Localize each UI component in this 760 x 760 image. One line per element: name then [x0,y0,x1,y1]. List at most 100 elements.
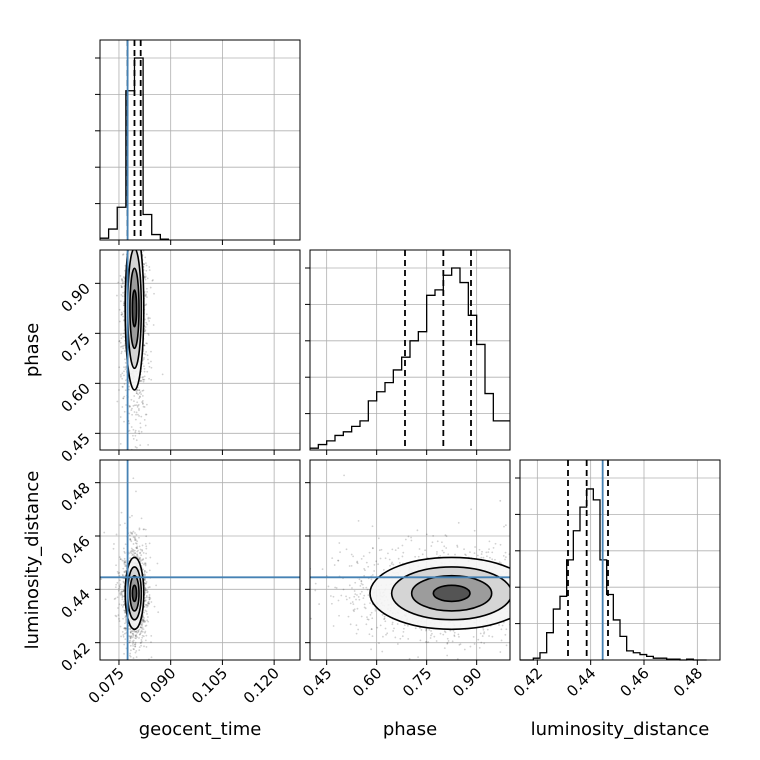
sample-point [131,640,134,643]
sample-point [120,350,123,353]
sample-point [136,547,139,550]
sample-point [453,631,456,634]
sample-point [378,549,381,552]
sample-point [134,630,137,633]
sample-point [365,623,368,626]
sample-point [121,372,124,375]
sample-point [540,591,542,593]
sample-point [138,217,140,219]
sample-point [270,632,272,634]
panel-frame [309,249,511,451]
sample-point [146,604,149,607]
sample-point [146,296,148,299]
sample-point [124,561,126,564]
sample-point [483,642,486,645]
sample-point [156,562,159,565]
sample-point [382,635,384,638]
sample-point [123,627,126,630]
sample-point [360,579,363,582]
sample-point [414,627,417,630]
sample-point [137,403,140,406]
sample-point [133,236,135,238]
sample-point [129,655,132,658]
x-tick-label: 0.105 [188,664,231,707]
sample-point [118,587,120,590]
sample-point [141,230,143,232]
sample-point [148,542,151,545]
sample-point [136,401,139,404]
sample-point [517,600,519,602]
sample-point [128,385,131,388]
sample-point [512,581,514,583]
sample-point [314,582,317,585]
x-tick-label: 0.60 [349,664,385,700]
sample-point [148,598,151,601]
sample-point [141,550,144,552]
sample-point [533,609,535,611]
sample-point [132,634,135,637]
sample-point [360,580,363,583]
contour-line [369,556,510,631]
sample-point [526,618,528,620]
sample-point [564,588,566,590]
hist-phase [305,249,511,455]
sample-point [550,590,552,592]
sample-point [124,560,127,562]
sample-point [539,606,541,608]
sample-point [348,584,351,587]
sample-point [129,539,132,541]
sample-point [143,563,145,566]
sample-point [136,388,138,391]
sample-point [425,641,428,644]
sample-point [118,620,121,622]
sample-point [504,524,507,527]
sample-point [352,555,355,558]
sample-point [379,557,382,560]
sample-point [139,444,142,447]
sample-point [367,594,370,597]
sample-point [510,665,512,667]
sample-point [138,397,141,400]
sample-point [142,551,145,554]
sample-point [573,612,575,614]
sample-point [392,630,395,632]
panel-frame [99,459,301,661]
sample-point [137,629,139,632]
sample-point [124,552,126,554]
sample-point [134,651,137,654]
sample-point [130,636,132,639]
sample-point [134,641,137,644]
sample-point [128,225,130,227]
sample-point [131,227,133,229]
sample-point [364,569,366,572]
sample-point [143,571,146,574]
sample-point [439,632,442,635]
sample-point [134,645,136,648]
sample-point [132,633,135,636]
sample-point [561,608,563,610]
sample-point [131,234,133,236]
sample-point [337,559,340,562]
sample-point [129,551,132,553]
sample-point [143,352,145,355]
sample-point [526,563,528,565]
sample-point [479,632,482,635]
sample-point [131,168,133,170]
sample-point [139,642,142,644]
sample-point [353,608,356,611]
sample-point [144,278,147,281]
sample-point [139,633,141,636]
sample-point [371,547,374,550]
sample-point [142,389,145,392]
sample-point [362,555,365,558]
sample-point [362,586,365,589]
sample-point [524,579,526,581]
sample-point [136,404,139,407]
sample-point [138,528,141,531]
sample-point [157,611,160,614]
sample-point [138,536,140,539]
sample-point [147,620,150,623]
sample-point [117,607,119,609]
sample-point [544,592,546,594]
sample-point [148,602,151,605]
